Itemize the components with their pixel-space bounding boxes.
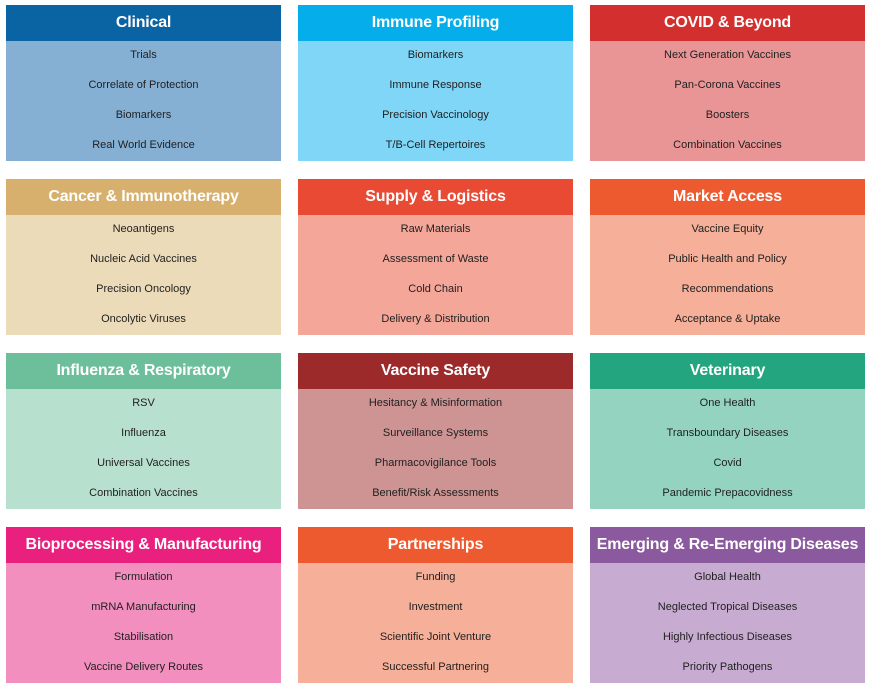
topic-link[interactable]: Surveillance Systems [382, 427, 489, 439]
card-clinical: Clinical Trials Correlate of Protection … [6, 5, 281, 161]
card-supply-logistics: Supply & Logistics Raw Materials Assessm… [298, 179, 573, 335]
card-body: Formulation mRNA Manufacturing Stabilisa… [6, 563, 281, 683]
card-influenza-respiratory: Influenza & Respiratory RSV Influenza Un… [6, 353, 281, 509]
topic-link[interactable]: Pandemic Prepacovidness [662, 487, 793, 499]
topic-link[interactable]: Pharmacovigilance Tools [374, 457, 497, 469]
topic-link[interactable]: Vaccine Delivery Routes [83, 661, 203, 673]
topic-link[interactable]: Successful Partnering [382, 661, 489, 673]
topic-link[interactable]: Hesitancy & Misinformation [368, 397, 503, 409]
card-title[interactable]: Cancer & Immunotherapy [6, 179, 281, 215]
topic-link[interactable]: Nucleic Acid Vaccines [90, 253, 197, 265]
topic-link[interactable]: Stabilisation [113, 631, 174, 643]
topic-link[interactable]: Highly Infectious Diseases [662, 631, 792, 643]
card-title[interactable]: Market Access [590, 179, 865, 215]
topic-link[interactable]: Raw Materials [400, 223, 471, 235]
card-covid-beyond: COVID & Beyond Next Generation Vaccines … [590, 5, 865, 161]
card-title[interactable]: Bioprocessing & Manufacturing [6, 527, 281, 563]
card-body: Vaccine Equity Public Health and Policy … [590, 215, 865, 335]
topic-link[interactable]: Universal Vaccines [97, 457, 190, 469]
card-body: Global Health Neglected Tropical Disease… [590, 563, 865, 683]
topic-link[interactable]: Assessment of Waste [382, 253, 489, 265]
card-title[interactable]: Clinical [6, 5, 281, 41]
topic-link[interactable]: Funding [415, 571, 456, 583]
topic-link[interactable]: Investment [408, 601, 463, 613]
topic-link[interactable]: Pan-Corona Vaccines [674, 79, 781, 91]
topic-link[interactable]: Biomarkers [407, 49, 464, 61]
topic-link[interactable]: Priority Pathogens [682, 661, 773, 673]
card-body: Hesitancy & Misinformation Surveillance … [298, 389, 573, 509]
card-body: Raw Materials Assessment of Waste Cold C… [298, 215, 573, 335]
card-title[interactable]: Emerging & Re-Emerging Diseases [590, 527, 865, 563]
card-immune-profiling: Immune Profiling Biomarkers Immune Respo… [298, 5, 573, 161]
topic-link[interactable]: Precision Vaccinology [382, 109, 489, 121]
topic-link[interactable]: One Health [699, 397, 756, 409]
card-bioprocessing-manufacturing: Bioprocessing & Manufacturing Formulatio… [6, 527, 281, 683]
topic-link[interactable]: Influenza [121, 427, 166, 439]
topic-link[interactable]: Oncolytic Viruses [101, 313, 186, 325]
topic-link[interactable]: Recommendations [681, 283, 774, 295]
card-partnerships: Partnerships Funding Investment Scientif… [298, 527, 573, 683]
topic-link[interactable]: Combination Vaccines [673, 139, 782, 151]
card-body: Funding Investment Scientific Joint Vent… [298, 563, 573, 683]
topic-link[interactable]: Next Generation Vaccines [664, 49, 791, 61]
card-title[interactable]: Veterinary [590, 353, 865, 389]
topic-link[interactable]: Vaccine Equity [691, 223, 764, 235]
topic-link[interactable]: Biomarkers [115, 109, 172, 121]
card-body: Trials Correlate of Protection Biomarker… [6, 41, 281, 161]
topic-link[interactable]: Transboundary Diseases [666, 427, 789, 439]
topic-link[interactable]: Global Health [694, 571, 761, 583]
card-body: Next Generation Vaccines Pan-Corona Vacc… [590, 41, 865, 161]
topic-link[interactable]: T/B-Cell Repertoires [385, 139, 486, 151]
card-title[interactable]: Supply & Logistics [298, 179, 573, 215]
topic-link[interactable]: Public Health and Policy [668, 253, 787, 265]
topic-link[interactable]: Neoantigens [112, 223, 175, 235]
card-veterinary: Veterinary One Health Transboundary Dise… [590, 353, 865, 509]
card-title[interactable]: COVID & Beyond [590, 5, 865, 41]
topic-link[interactable]: mRNA Manufacturing [91, 601, 196, 613]
topic-link[interactable]: Combination Vaccines [89, 487, 198, 499]
card-title[interactable]: Vaccine Safety [298, 353, 573, 389]
topic-link[interactable]: Real World Evidence [92, 139, 195, 151]
topic-link[interactable]: Trials [130, 49, 157, 61]
card-body: Biomarkers Immune Response Precision Vac… [298, 41, 573, 161]
card-vaccine-safety: Vaccine Safety Hesitancy & Misinformatio… [298, 353, 573, 509]
topic-link[interactable]: RSV [132, 397, 155, 409]
topic-link[interactable]: Acceptance & Uptake [674, 313, 781, 325]
topic-link[interactable]: Correlate of Protection [88, 79, 199, 91]
card-body: RSV Influenza Universal Vaccines Combina… [6, 389, 281, 509]
card-title[interactable]: Partnerships [298, 527, 573, 563]
card-body: One Health Transboundary Diseases Covid … [590, 389, 865, 509]
topic-link[interactable]: Delivery & Distribution [381, 313, 490, 325]
topic-link[interactable]: Neglected Tropical Diseases [657, 601, 798, 613]
card-cancer-immunotherapy: Cancer & Immunotherapy Neoantigens Nucle… [6, 179, 281, 335]
card-body: Neoantigens Nucleic Acid Vaccines Precis… [6, 215, 281, 335]
card-title[interactable]: Influenza & Respiratory [6, 353, 281, 389]
topic-link[interactable]: Covid [713, 457, 742, 469]
topic-link[interactable]: Scientific Joint Venture [379, 631, 492, 643]
card-emerging-diseases: Emerging & Re-Emerging Diseases Global H… [590, 527, 865, 683]
topic-link[interactable]: Precision Oncology [96, 283, 191, 295]
topic-link[interactable]: Boosters [705, 109, 750, 121]
topic-link[interactable]: Cold Chain [408, 283, 463, 295]
topic-link[interactable]: Formulation [114, 571, 173, 583]
card-title[interactable]: Immune Profiling [298, 5, 573, 41]
card-market-access: Market Access Vaccine Equity Public Heal… [590, 179, 865, 335]
topic-link[interactable]: Benefit/Risk Assessments [372, 487, 499, 499]
topic-link[interactable]: Immune Response [389, 79, 482, 91]
